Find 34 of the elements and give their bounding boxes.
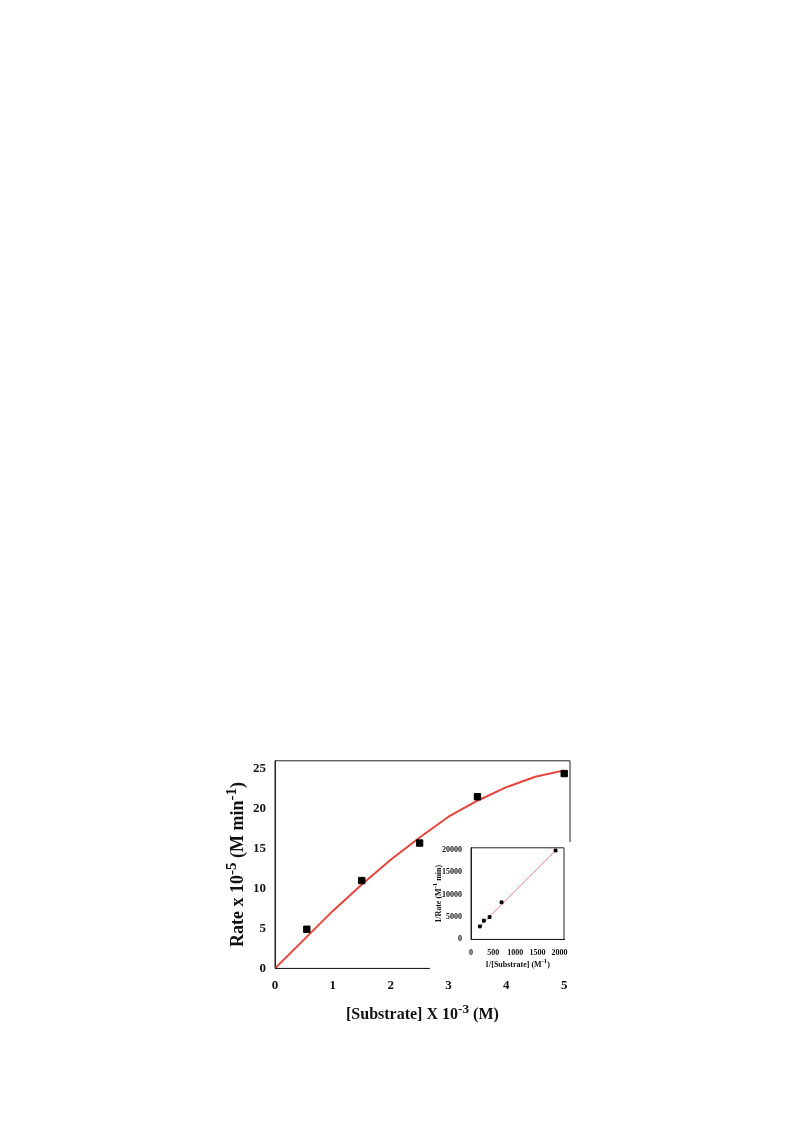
x-tick-label: 0 <box>469 948 473 958</box>
x-tick-label: 3 <box>445 976 453 992</box>
y-tick-label: 5 <box>259 919 267 935</box>
y-tick-label: 0 <box>259 959 266 975</box>
x-tick-label: 2000 <box>551 948 568 958</box>
point <box>415 839 424 847</box>
point <box>477 924 482 929</box>
x-tick-label: 5 <box>560 976 568 992</box>
point <box>481 918 486 923</box>
point <box>303 925 311 933</box>
point <box>553 848 558 853</box>
y-tick-label: 20 <box>253 800 266 816</box>
point <box>499 900 504 905</box>
y-tick-label: 10000 <box>442 889 462 899</box>
point <box>473 793 482 801</box>
x-tick-label: 0 <box>271 976 279 992</box>
y-tick-label: 0 <box>458 934 462 944</box>
x-tick-label: 1 <box>329 976 337 992</box>
x-tick-label: 500 <box>487 948 500 958</box>
point <box>560 769 568 778</box>
point <box>487 915 492 919</box>
x-tick-label: 1500 <box>529 948 546 958</box>
y-tick-label: 20000 <box>442 845 462 855</box>
x-axis-title: 1/[Substrate] (M$^{-1}$) <box>485 957 550 969</box>
y-tick-label: 10 <box>253 879 266 895</box>
y-tick-label: 5000 <box>446 912 462 922</box>
y-tick-label: 15000 <box>442 867 462 877</box>
x-tick-label: 4 <box>503 976 511 992</box>
x-tick-label: 2 <box>387 976 394 992</box>
y-tick-label: 15 <box>253 839 267 855</box>
x-axis-title: [Substrate] X 10$^{-3}$ (M) <box>346 1001 499 1024</box>
point <box>358 876 366 885</box>
y-tick-label: 25 <box>253 760 267 776</box>
x-tick-label: 1000 <box>507 948 524 958</box>
